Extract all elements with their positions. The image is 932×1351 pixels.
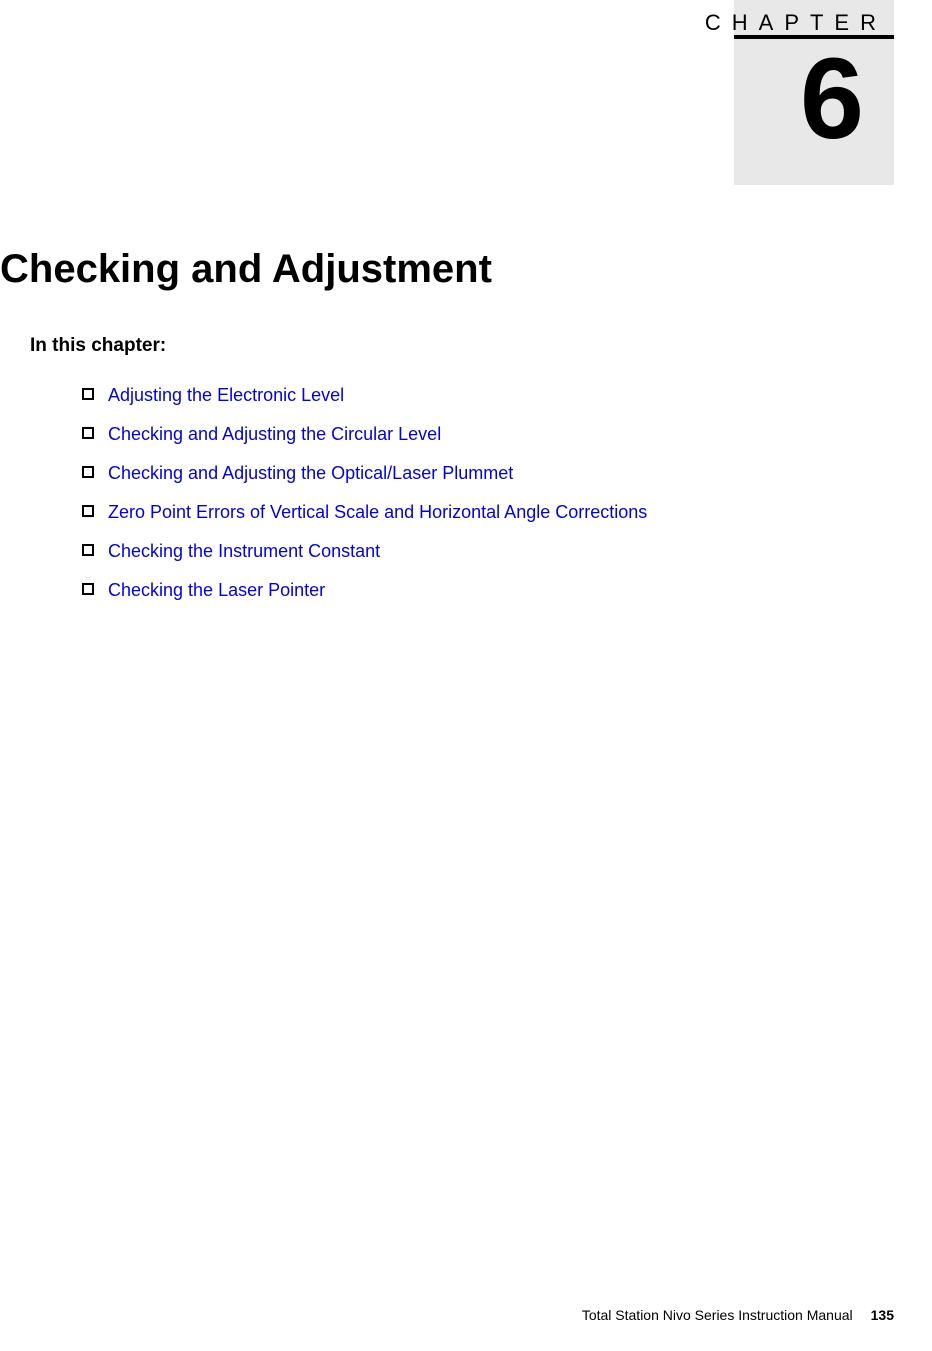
page-footer: Total Station Nivo Series Instruction Ma…	[582, 1307, 894, 1323]
footer-document-title: Total Station Nivo Series Instruction Ma…	[582, 1307, 853, 1323]
toc-item: Checking the Laser Pointer	[82, 580, 647, 601]
toc-link-laser-pointer[interactable]: Checking the Laser Pointer	[108, 580, 325, 601]
chapter-title: Checking and Adjustment	[0, 247, 492, 292]
square-bullet-icon	[82, 544, 94, 556]
toc-item: Checking and Adjusting the Circular Leve…	[82, 424, 647, 445]
square-bullet-icon	[82, 505, 94, 517]
square-bullet-icon	[82, 388, 94, 400]
toc-item: Checking and Adjusting the Optical/Laser…	[82, 463, 647, 484]
toc-item: Checking the Instrument Constant	[82, 541, 647, 562]
toc-link-circular-level[interactable]: Checking and Adjusting the Circular Leve…	[108, 424, 441, 445]
chapter-number: 6	[800, 36, 864, 163]
in-this-chapter-heading: In this chapter:	[30, 335, 166, 357]
toc-link-instrument-constant[interactable]: Checking the Instrument Constant	[108, 541, 380, 562]
toc-link-zero-point-errors[interactable]: Zero Point Errors of Vertical Scale and …	[108, 502, 647, 523]
toc-link-optical-laser-plummet[interactable]: Checking and Adjusting the Optical/Laser…	[108, 463, 513, 484]
footer-page-number: 135	[871, 1307, 894, 1323]
toc-item: Zero Point Errors of Vertical Scale and …	[82, 502, 647, 523]
square-bullet-icon	[82, 466, 94, 478]
square-bullet-icon	[82, 427, 94, 439]
toc-item: Adjusting the Electronic Level	[82, 385, 647, 406]
square-bullet-icon	[82, 583, 94, 595]
toc-list: Adjusting the Electronic Level Checking …	[82, 385, 647, 619]
toc-link-electronic-level[interactable]: Adjusting the Electronic Level	[108, 385, 344, 406]
chapter-label: CHAPTER	[705, 10, 887, 36]
